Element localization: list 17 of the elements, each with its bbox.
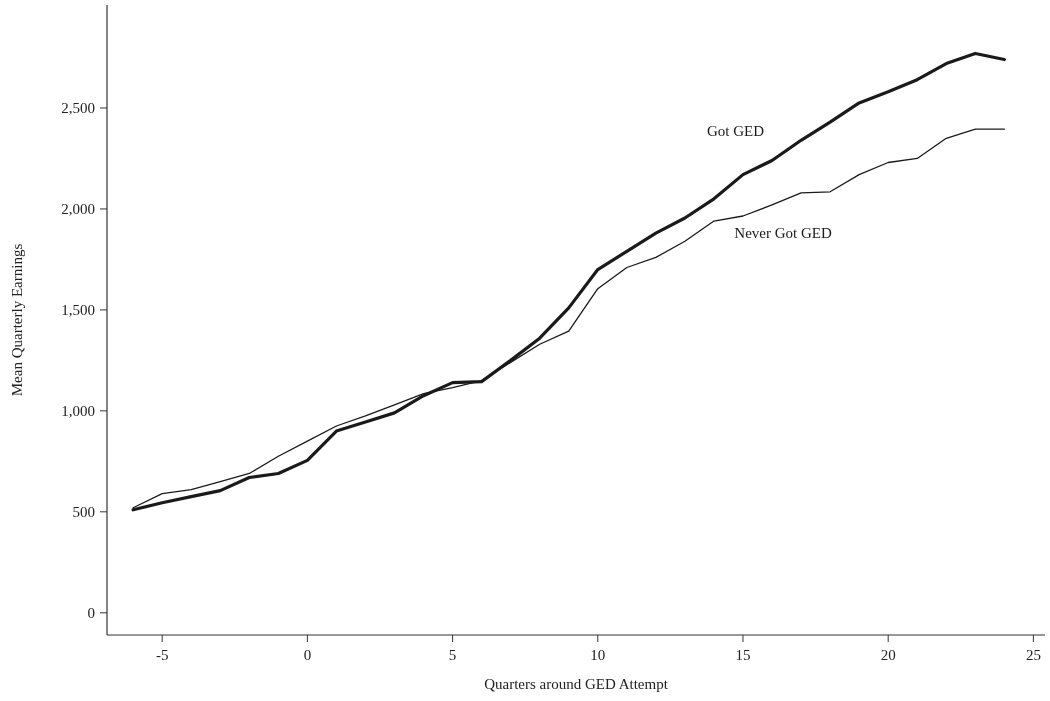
y-tick-label: 2,500 — [61, 99, 95, 116]
y-tick-label: 500 — [72, 503, 95, 520]
y-tick-label: 0 — [87, 604, 95, 621]
x-tick-label: 15 — [735, 647, 751, 663]
x-axis-title: Quarters around GED Attempt — [484, 676, 669, 692]
y-tick-label: 2,000 — [61, 200, 95, 217]
series-label: Never Got GED — [734, 224, 832, 241]
y-tick-label: 1,500 — [61, 301, 95, 318]
y-axis-title: Mean Quarterly Earnings — [9, 243, 25, 397]
x-tick-label: 0 — [303, 647, 312, 663]
x-tick-label: 20 — [880, 647, 896, 663]
x-tick-label: 10 — [590, 647, 606, 663]
x-tick-label: 5 — [448, 647, 457, 663]
x-tick-label: -5 — [155, 647, 169, 663]
x-tick-label: 25 — [1025, 647, 1041, 663]
y-tick-label: 1,000 — [61, 402, 95, 419]
series-label: Got GED — [706, 123, 765, 140]
